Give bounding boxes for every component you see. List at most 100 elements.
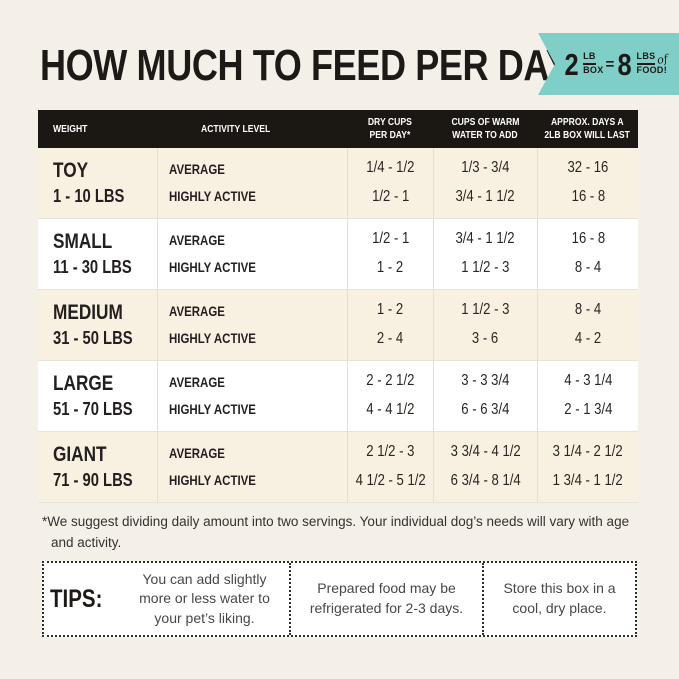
weight-name: MEDIUM (53, 301, 123, 325)
badge-right-unit-top-row: LBS of (636, 51, 670, 67)
weight-cell: SMALL 11 - 30 LBS (38, 219, 157, 289)
badge-right-number: 8 (617, 46, 632, 82)
water-average: 1 1/2 - 3 (461, 301, 510, 319)
dry-cups-highly-active: 4 - 4 1/2 (366, 401, 415, 418)
badge-left-unit-bottom: BOX (583, 65, 604, 76)
weight-range: 11 - 30 LBS (53, 257, 132, 278)
activity-highly-active-label: HIGHLY ACTIVE (169, 472, 256, 488)
dry-cups-cell: 2 - 2 1/2 4 - 4 1/2 (347, 361, 433, 431)
tips-label: TIPS: (50, 584, 103, 613)
header-activity-label: ACTIVITY LEVEL (201, 122, 271, 135)
dry-cups-average: 2 - 2 1/2 (366, 372, 415, 390)
header-dry-cups-line2: PER DAY* (369, 129, 411, 141)
days-average: 8 - 4 (574, 301, 602, 319)
weight-name: GIANT (53, 443, 107, 467)
weight-name: SMALL (53, 230, 113, 254)
water-average: 1/3 - 3/4 (461, 159, 510, 177)
table-header-row: WEIGHT ACTIVITY LEVEL DRY CUPS PER DAY* … (38, 110, 638, 148)
activity-average-label: AVERAGE (169, 373, 225, 390)
dry-cups-highly-active: 1/2 - 1 (371, 188, 410, 205)
activity-average-label: AVERAGE (169, 231, 225, 248)
tip-storage: Store this box in a cool, dry place. (482, 563, 635, 635)
weight-cell: GIANT 71 - 90 LBS (38, 432, 157, 502)
water-average: 3/4 - 1 1/2 (455, 230, 516, 248)
activity-average-label: AVERAGE (169, 302, 225, 319)
badge-left-unit: LB BOX (583, 51, 604, 76)
weight-range: 51 - 70 LBS (53, 399, 133, 420)
dry-cups-cell: 1 - 2 2 - 4 (347, 290, 433, 360)
badge-script-of: of (656, 52, 670, 67)
dry-cups-highly-active: 2 - 4 (377, 330, 404, 347)
days-average: 32 - 16 (567, 159, 609, 177)
header-cell-dry-cups: DRY CUPS PER DAY* (347, 110, 433, 148)
header-days-line2: 2LB BOX WILL LAST (544, 129, 631, 141)
feeding-table: WEIGHT ACTIVITY LEVEL DRY CUPS PER DAY* … (38, 110, 638, 503)
tip-refrigerate-text: Prepared food may be refrigerated for 2-… (309, 580, 464, 616)
water-cell: 1/3 - 3/4 3/4 - 1 1/2 (433, 148, 537, 218)
water-cell: 1 1/2 - 3 3 - 6 (433, 290, 537, 360)
page-title: HOW MUCH TO FEED PER DAY (40, 44, 679, 88)
weight-range: 71 - 90 LBS (53, 470, 133, 491)
activity-cell: AVERAGE HIGHLY ACTIVE (157, 148, 347, 218)
equivalence-badge-ribbon: 2 LB BOX = 8 LBS of FOOD! (538, 33, 679, 95)
activity-cell: AVERAGE HIGHLY ACTIVE (157, 361, 347, 431)
dry-cups-average: 1/2 - 1 (371, 230, 410, 248)
water-highly-active: 6 - 6 3/4 (461, 401, 510, 418)
water-cell: 3/4 - 1 1/2 1 1/2 - 3 (433, 219, 537, 289)
header-cell-weight: WEIGHT (38, 110, 157, 148)
dry-cups-highly-active: 4 1/2 - 5 1/2 (355, 472, 426, 489)
water-highly-active: 6 3/4 - 8 1/4 (450, 472, 521, 489)
days-cell: 8 - 4 4 - 2 (537, 290, 638, 360)
tips-box: TIPS: You can add slightly more or less … (42, 561, 637, 637)
dry-cups-average: 2 1/2 - 3 (366, 443, 415, 461)
table-row-giant: GIANT 71 - 90 LBS AVERAGE HIGHLY ACTIVE … (38, 432, 638, 503)
days-highly-active: 1 3/4 - 1 1/2 (552, 472, 624, 489)
activity-highly-active-label: HIGHLY ACTIVE (169, 259, 256, 275)
water-average: 3 - 3 3/4 (461, 372, 510, 390)
days-average: 4 - 3 1/4 (563, 372, 613, 390)
weight-cell: TOY 1 - 10 LBS (38, 148, 157, 218)
tip-refrigerate: Prepared food may be refrigerated for 2-… (289, 563, 482, 635)
badge-left-unit-top: LB (583, 51, 596, 66)
tip-water-adjust: You can add slightly more or less water … (120, 563, 289, 635)
water-highly-active: 3 - 6 (472, 330, 499, 347)
tip-water-adjust-text: You can add slightly more or less water … (139, 570, 270, 626)
badge-right-unit-top: LBS (636, 51, 656, 66)
weight-name: LARGE (53, 372, 114, 396)
weight-range: 31 - 50 LBS (53, 328, 133, 349)
activity-highly-active-label: HIGHLY ACTIVE (169, 401, 256, 417)
tips-label-wrap: TIPS: (44, 563, 120, 635)
days-average: 3 1/4 - 2 1/2 (552, 443, 624, 461)
badge-left-number: 2 (564, 46, 579, 82)
weight-name: TOY (53, 159, 89, 183)
activity-cell: AVERAGE HIGHLY ACTIVE (157, 219, 347, 289)
header-cell-activity: ACTIVITY LEVEL (157, 110, 347, 148)
header-dry-cups-line1: DRY CUPS (367, 116, 413, 129)
badge-right-unit-bottom: FOOD! (636, 65, 668, 76)
header-cell-water: CUPS OF WARM WATER TO ADD (433, 110, 537, 148)
weight-cell: MEDIUM 31 - 50 LBS (38, 290, 157, 360)
page-title-text: HOW MUCH TO FEED PER DAY (40, 41, 570, 90)
table-row-large: LARGE 51 - 70 LBS AVERAGE HIGHLY ACTIVE … (38, 361, 638, 432)
activity-highly-active-label: HIGHLY ACTIVE (169, 188, 256, 204)
badge-right-unit: LBS of FOOD! (636, 51, 670, 76)
days-highly-active: 8 - 4 (574, 259, 602, 276)
activity-average-label: AVERAGE (169, 444, 225, 461)
badge-equals-sign: = (605, 55, 615, 73)
dry-cups-cell: 1/4 - 1/2 1/2 - 1 (347, 148, 433, 218)
activity-cell: AVERAGE HIGHLY ACTIVE (157, 432, 347, 502)
days-highly-active: 16 - 8 (571, 188, 605, 205)
dry-cups-cell: 1/2 - 1 1 - 2 (347, 219, 433, 289)
tip-storage-text: Store this box in a cool, dry place. (503, 580, 616, 616)
table-row-small: SMALL 11 - 30 LBS AVERAGE HIGHLY ACTIVE … (38, 219, 638, 290)
days-highly-active: 2 - 1 3/4 (563, 401, 613, 418)
water-cell: 3 3/4 - 4 1/2 6 3/4 - 8 1/4 (433, 432, 537, 502)
serving-footnote: *We suggest dividing daily amount into t… (42, 514, 630, 550)
activity-cell: AVERAGE HIGHLY ACTIVE (157, 290, 347, 360)
dry-cups-average: 1/4 - 1/2 (366, 159, 415, 177)
activity-average-label: AVERAGE (169, 160, 225, 177)
days-cell: 16 - 8 8 - 4 (537, 219, 638, 289)
dry-cups-average: 1 - 2 (377, 301, 404, 319)
header-water-line1: CUPS OF WARM (451, 116, 519, 129)
days-cell: 32 - 16 16 - 8 (537, 148, 638, 218)
